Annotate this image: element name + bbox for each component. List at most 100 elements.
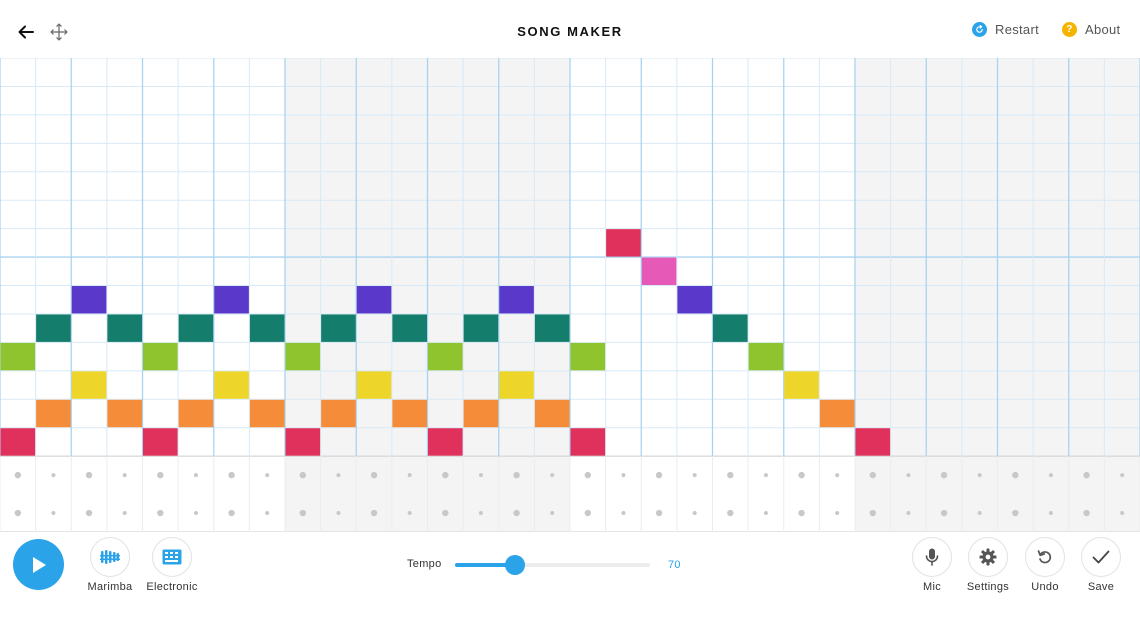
- back-button[interactable]: [12, 18, 40, 46]
- electronic-button[interactable]: Electronic: [137, 537, 207, 593]
- note-cell[interactable]: [713, 314, 748, 342]
- note-cell[interactable]: [0, 428, 36, 456]
- percussion-cell[interactable]: [513, 471, 520, 479]
- percussion-cell[interactable]: [442, 471, 449, 479]
- note-cell[interactable]: [143, 342, 178, 371]
- percussion-cell[interactable]: [407, 473, 412, 478]
- percussion-cell[interactable]: [763, 473, 768, 478]
- tempo-slider[interactable]: [455, 554, 650, 575]
- percussion-cell[interactable]: [478, 473, 483, 478]
- song-grid[interactable]: [0, 58, 1140, 532]
- percussion-cell[interactable]: [692, 511, 697, 516]
- percussion-cell[interactable]: [869, 471, 877, 479]
- note-cell[interactable]: [36, 399, 71, 428]
- percussion-cell[interactable]: [655, 509, 663, 517]
- percussion-cell[interactable]: [85, 471, 93, 479]
- note-cell[interactable]: [428, 342, 463, 371]
- note-cell[interactable]: [214, 286, 249, 314]
- note-cell[interactable]: [570, 342, 606, 371]
- note-grid-canvas[interactable]: [0, 58, 1140, 532]
- percussion-cell[interactable]: [407, 511, 412, 516]
- mic-button[interactable]: Mic: [897, 537, 967, 593]
- note-cell[interactable]: [356, 371, 392, 399]
- percussion-cell[interactable]: [977, 511, 982, 516]
- percussion-cell[interactable]: [1083, 509, 1090, 517]
- note-cell[interactable]: [71, 371, 107, 399]
- note-cell[interactable]: [36, 314, 71, 342]
- restart-button[interactable]: Restart: [972, 22, 1039, 37]
- percussion-cell[interactable]: [265, 473, 270, 478]
- note-cell[interactable]: [499, 371, 534, 399]
- percussion-cell[interactable]: [835, 473, 840, 478]
- note-cell[interactable]: [143, 428, 178, 456]
- percussion-cell[interactable]: [906, 511, 911, 516]
- note-cell[interactable]: [819, 399, 855, 428]
- note-cell[interactable]: [855, 428, 891, 456]
- percussion-cell[interactable]: [442, 509, 449, 517]
- percussion-cell[interactable]: [940, 509, 948, 517]
- percussion-cell[interactable]: [940, 471, 948, 479]
- percussion-cell[interactable]: [299, 509, 307, 517]
- settings-button[interactable]: Settings: [953, 537, 1023, 593]
- percussion-cell[interactable]: [478, 511, 483, 516]
- percussion-cell[interactable]: [228, 471, 235, 479]
- percussion-cell[interactable]: [193, 473, 198, 478]
- note-cell[interactable]: [321, 399, 356, 428]
- percussion-cell[interactable]: [14, 471, 22, 479]
- note-cell[interactable]: [249, 399, 285, 428]
- percussion-cell[interactable]: [299, 471, 307, 479]
- tempo-slider-thumb[interactable]: [505, 555, 526, 575]
- note-cell[interactable]: [677, 286, 712, 314]
- note-cell[interactable]: [606, 229, 641, 257]
- save-button[interactable]: Save: [1066, 537, 1136, 593]
- percussion-cell[interactable]: [727, 471, 734, 479]
- percussion-cell[interactable]: [1120, 473, 1125, 478]
- note-cell[interactable]: [641, 257, 677, 286]
- percussion-cell[interactable]: [336, 473, 341, 478]
- note-cell[interactable]: [428, 428, 463, 456]
- note-cell[interactable]: [499, 286, 534, 314]
- percussion-cell[interactable]: [1120, 511, 1125, 516]
- percussion-cell[interactable]: [798, 509, 805, 517]
- percussion-cell[interactable]: [513, 509, 520, 517]
- percussion-cell[interactable]: [655, 471, 663, 479]
- note-cell[interactable]: [107, 314, 142, 342]
- percussion-cell[interactable]: [370, 471, 378, 479]
- note-cell[interactable]: [356, 286, 392, 314]
- percussion-cell[interactable]: [621, 473, 626, 478]
- play-button[interactable]: [13, 539, 64, 590]
- percussion-cell[interactable]: [977, 473, 982, 478]
- percussion-cell[interactable]: [51, 511, 56, 516]
- note-cell[interactable]: [463, 314, 499, 342]
- percussion-cell[interactable]: [14, 509, 22, 517]
- note-cell[interactable]: [249, 314, 285, 342]
- percussion-cell[interactable]: [122, 473, 127, 478]
- note-cell[interactable]: [0, 342, 36, 371]
- note-cell[interactable]: [534, 314, 570, 342]
- percussion-cell[interactable]: [193, 511, 198, 516]
- note-cell[interactable]: [392, 314, 427, 342]
- percussion-cell[interactable]: [869, 509, 877, 517]
- note-cell[interactable]: [784, 371, 819, 399]
- percussion-cell[interactable]: [584, 471, 592, 479]
- percussion-cell[interactable]: [336, 511, 341, 516]
- percussion-cell[interactable]: [122, 511, 127, 516]
- percussion-cell[interactable]: [51, 473, 56, 478]
- percussion-cell[interactable]: [692, 473, 697, 478]
- percussion-cell[interactable]: [798, 471, 805, 479]
- note-cell[interactable]: [392, 399, 427, 428]
- percussion-cell[interactable]: [1012, 471, 1019, 479]
- percussion-cell[interactable]: [1048, 511, 1053, 516]
- percussion-cell[interactable]: [228, 509, 235, 517]
- undo-button[interactable]: Undo: [1010, 537, 1080, 593]
- percussion-cell[interactable]: [157, 509, 164, 517]
- percussion-cell[interactable]: [584, 509, 592, 517]
- percussion-cell[interactable]: [265, 511, 270, 516]
- percussion-cell[interactable]: [550, 511, 555, 516]
- note-cell[interactable]: [285, 428, 321, 456]
- percussion-cell[interactable]: [1083, 471, 1090, 479]
- move-button[interactable]: [45, 18, 73, 46]
- percussion-cell[interactable]: [727, 509, 734, 517]
- note-cell[interactable]: [534, 399, 570, 428]
- about-button[interactable]: ? About: [1062, 22, 1120, 37]
